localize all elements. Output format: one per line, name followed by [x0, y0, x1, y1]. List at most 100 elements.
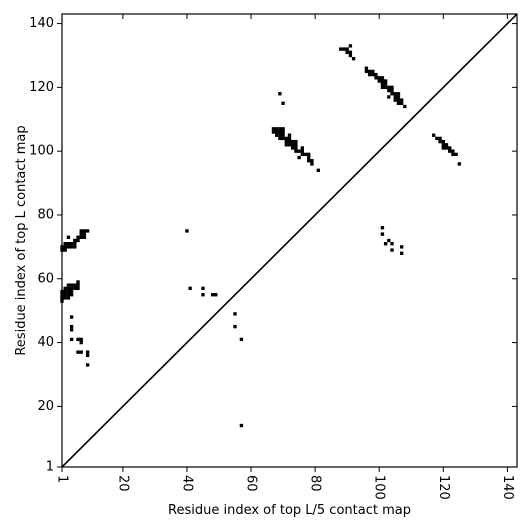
contact-point: [390, 85, 394, 90]
contact-point: [287, 133, 292, 137]
contact-point: [281, 127, 285, 131]
contact-point: [63, 289, 67, 294]
contact-point: [310, 159, 314, 163]
contact-point: [374, 76, 378, 80]
contact-point: [69, 328, 74, 332]
contact-point: [79, 340, 83, 345]
contact-point: [339, 47, 343, 51]
contact-point: [63, 242, 67, 246]
contact-point: [441, 139, 445, 144]
contact-point: [380, 226, 385, 230]
contact-point: [303, 152, 308, 157]
contact-point: [438, 139, 442, 144]
contact-point: [291, 143, 295, 147]
contact-point: [79, 235, 83, 239]
contact-point: [63, 293, 67, 297]
contact-point: [69, 293, 74, 297]
contact-point: [201, 293, 205, 297]
contact-point: [76, 350, 80, 354]
contact-point: [185, 229, 189, 233]
contact-point: [348, 50, 353, 54]
x-axis-label: Residue index of top L/5 contact map: [168, 503, 411, 518]
contact-point: [307, 155, 311, 160]
contact-point: [73, 245, 77, 249]
contact-point: [454, 152, 458, 157]
contact-point: [66, 286, 71, 291]
contact-point: [348, 53, 353, 58]
contact-point: [76, 235, 80, 239]
contact-point: [294, 146, 298, 150]
contact-point: [291, 146, 295, 150]
contact-point: [451, 152, 455, 157]
y-axis-label: Residue index of top L contact map: [14, 125, 29, 355]
contact-point: [448, 146, 452, 150]
contact-point: [69, 324, 74, 329]
contact-point: [66, 283, 71, 287]
contact-point: [294, 143, 298, 147]
contact-point: [275, 130, 279, 134]
contact-point: [291, 139, 295, 144]
contact-point: [451, 149, 455, 153]
contact-point: [85, 363, 90, 367]
contact-point: [383, 82, 388, 86]
contact-point: [399, 98, 404, 102]
contact-point: [374, 72, 378, 77]
contact-point: [297, 149, 301, 153]
contact-point: [239, 423, 244, 428]
contact-point: [371, 69, 375, 74]
contact-point: [79, 229, 83, 233]
contact-point: [82, 229, 87, 233]
x-tick-label: 80: [308, 475, 323, 492]
contact-point: [73, 238, 77, 243]
contact-point: [281, 130, 285, 134]
contact-point: [214, 293, 218, 297]
contact-point: [364, 69, 369, 74]
contact-point: [387, 85, 391, 90]
contact-point: [271, 127, 276, 131]
contact-point: [435, 136, 439, 141]
contact-point: [63, 248, 67, 252]
contact-point: [399, 251, 404, 255]
contact-point: [393, 98, 397, 102]
contact-point: [233, 312, 237, 316]
y-tick-label: 100: [29, 144, 54, 159]
y-tick-label: 40: [37, 335, 54, 350]
contact-point: [278, 127, 282, 131]
contact-point: [390, 248, 394, 252]
contact-point: [383, 85, 388, 90]
contact-point: [66, 235, 71, 239]
contact-point: [287, 139, 292, 144]
contact-point: [377, 76, 381, 80]
contact-point: [444, 146, 449, 150]
contact-point: [66, 242, 71, 246]
contact-point: [387, 238, 391, 243]
contact-point: [79, 337, 83, 342]
contact-point: [294, 139, 298, 144]
y-tick-label: 1: [46, 460, 54, 475]
contact-point: [403, 104, 407, 109]
contact-point: [351, 56, 356, 61]
x-tick-label: 60: [244, 475, 259, 492]
contact-point: [73, 242, 77, 246]
contact-point: [380, 85, 385, 90]
plot-frame: [61, 13, 518, 468]
contact-point: [284, 143, 288, 147]
contact-point: [380, 79, 385, 83]
contact-point: [76, 238, 80, 243]
contact-point: [345, 50, 349, 54]
contact-point: [300, 152, 304, 157]
contact-point: [444, 143, 449, 147]
contact-point: [396, 98, 401, 102]
contact-point: [438, 136, 442, 141]
contact-point: [201, 286, 205, 291]
contact-point: [73, 283, 77, 287]
contact-point: [85, 350, 90, 354]
contact-point: [278, 130, 282, 134]
y-tick-label: 80: [37, 207, 54, 222]
contact-point: [63, 286, 67, 291]
contact-point: [345, 47, 349, 51]
contact-point: [69, 337, 74, 342]
diagonal-line: [61, 13, 518, 468]
contact-point: [188, 286, 192, 291]
